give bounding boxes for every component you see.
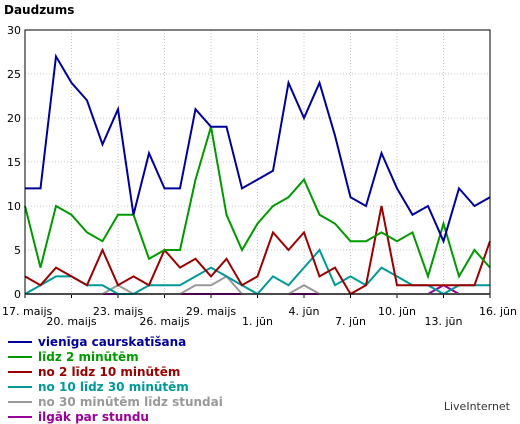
legend: vienīga caurskatīšana līdz 2 minūtēm no … <box>8 334 223 424</box>
y-tick-label: 25 <box>7 68 21 81</box>
legend-label: no 2 līdz 10 minūtēm <box>38 364 181 379</box>
legend-swatch <box>8 370 32 373</box>
legend-label: vienīga caurskatīšana <box>38 334 187 349</box>
legend-swatch <box>8 400 32 403</box>
y-tick-label: 30 <box>7 24 21 37</box>
legend-item-30-min-to-hour: no 30 minūtēm līdz stundai <box>8 394 223 409</box>
y-tick-label: 20 <box>7 112 21 125</box>
chart-title: Daudzums <box>4 3 74 17</box>
y-tick-label: 5 <box>14 244 21 257</box>
legend-swatch <box>8 340 32 343</box>
x-tick-label: 17. maijs <box>2 305 53 318</box>
y-tick-label: 15 <box>7 156 21 169</box>
legend-label: no 10 līdz 30 minūtēm <box>38 379 189 394</box>
legend-label: līdz 2 minūtēm <box>38 349 139 364</box>
legend-item-10-to-30-min: no 10 līdz 30 minūtēm <box>8 379 223 394</box>
x-tick-label: 20. maijs <box>46 315 97 328</box>
legend-item-views: vienīga caurskatīšana <box>8 334 223 349</box>
x-tick-label: 1. jūn <box>242 315 273 328</box>
x-tick-label: 26. maijs <box>139 315 190 328</box>
legend-item-over-hour: ilgāk par stundu <box>8 409 223 424</box>
x-tick-label: 16. jūn <box>479 305 517 318</box>
x-tick-label: 10. jūn <box>378 305 416 318</box>
x-tick-label: 4. jūn <box>289 305 320 318</box>
legend-swatch <box>8 385 32 388</box>
legend-label: ilgāk par stundu <box>38 409 149 424</box>
series-line-2 <box>24 205 491 296</box>
legend-item-under-2-min: līdz 2 minūtēm <box>8 349 223 364</box>
plot-frame <box>24 29 491 295</box>
y-tick-label: 10 <box>7 200 21 213</box>
x-tick-label: 23. maijs <box>93 305 144 318</box>
legend-swatch <box>8 355 32 358</box>
legend-item-2-to-10-min: no 2 līdz 10 minūtēm <box>8 364 223 379</box>
brand-label: LiveInternet <box>443 400 510 413</box>
y-tick-label: 0 <box>14 288 21 301</box>
legend-swatch <box>8 415 32 418</box>
series-line-1 <box>24 126 491 280</box>
x-tick-label: 7. jūn <box>335 315 366 328</box>
x-tick-label: 13. jūn <box>425 315 463 328</box>
legend-label: no 30 minūtēm līdz stundai <box>38 394 223 409</box>
series-line-0 <box>25 53 491 245</box>
x-tick-label: 29. maijs <box>186 305 237 318</box>
grid <box>25 30 490 294</box>
y-axis: 0 5 10 15 20 25 30 <box>7 24 21 301</box>
